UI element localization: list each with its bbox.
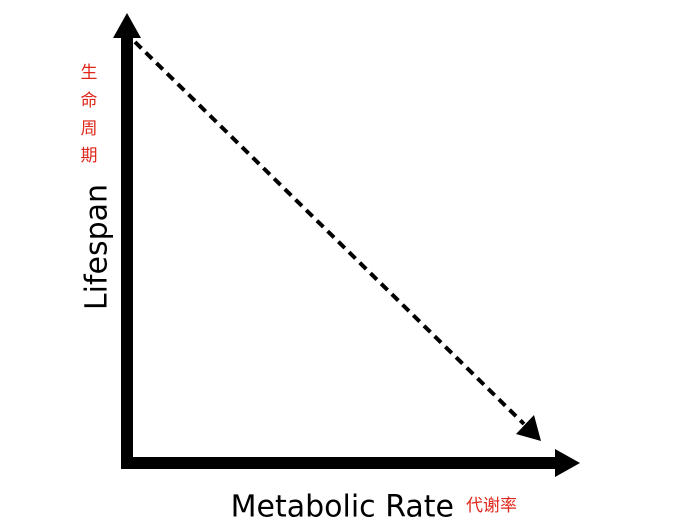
trend-arrow: [133, 40, 541, 441]
y-axis-label-cn-char: 期: [81, 146, 98, 166]
y-axis-arrowhead: [113, 13, 141, 38]
trend-arrowhead: [516, 415, 541, 441]
y-axis-label-cn: 生 命 周 期: [81, 63, 98, 166]
y-axis-label-cn-char: 生: [81, 63, 98, 83]
x-axis-arrowhead: [555, 449, 580, 477]
y-axis-label-cn-char: 命: [81, 91, 98, 111]
x-axis-label-cn: 代谢率: [466, 496, 517, 516]
trend-line: [133, 40, 526, 426]
x-axis: [121, 449, 580, 477]
y-axis-label: Lifespan: [80, 184, 115, 310]
y-axis: [113, 13, 141, 468]
x-axis-label: Metabolic Rate: [231, 490, 454, 525]
y-axis-label-cn-char: 周: [81, 119, 98, 139]
